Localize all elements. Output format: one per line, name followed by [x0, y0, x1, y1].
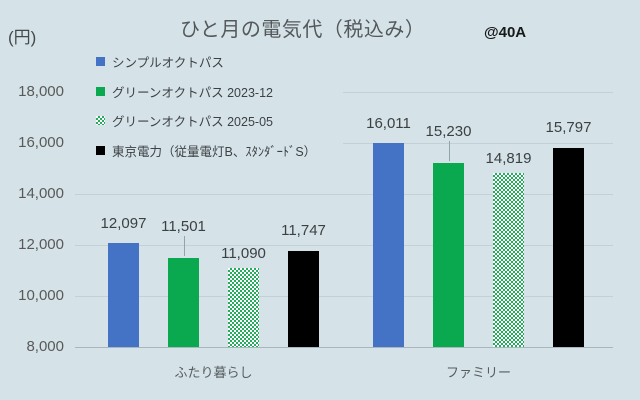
legend-item: グリーンオクトパス 2023-12 [96, 85, 316, 100]
legend-swatch-blue-icon [96, 57, 105, 66]
category-axis-label: ファミリー [445, 365, 511, 380]
data-label-leader-line [183, 235, 185, 256]
bar-data-label: 11,090 [221, 245, 266, 263]
gridline [75, 296, 613, 297]
legend-label: シンプルオクトパス [112, 56, 224, 70]
y-axis-tick-label: 14,000 [18, 185, 64, 202]
y-axis-tick-label: 10,000 [18, 287, 64, 304]
bar-data-label: 16,011 [366, 114, 411, 132]
bar-g1-s0 [373, 142, 404, 347]
legend-item: 東京電力（従量電灯B、ｽﾀﾝﾀﾞｰﾄﾞS） [96, 144, 317, 159]
legend-item: グリーンオクトパス 2025-05 [96, 114, 316, 129]
y-axis-tick-label: 8,000 [26, 338, 64, 355]
bar-data-label: 14,819 [485, 150, 532, 168]
legend-item: シンプルオクトパス [96, 55, 316, 70]
gridline [75, 194, 613, 195]
bar-g0-s0 [108, 242, 139, 347]
legend-swatch-black-icon [96, 145, 105, 155]
legend-label: グリーンオクトパス 2023-12 [112, 85, 273, 100]
legend-label: 東京電力（従量電灯B、ｽﾀﾝﾀﾞｰﾄﾞS） [112, 144, 317, 159]
legend-swatch-green-icon [96, 86, 105, 96]
gridline [343, 143, 613, 144]
bar-g0-s3 [288, 251, 319, 347]
legend: シンプルオクトパスグリーンオクトパス 2023-12 グリーンオクトパス 2025… [96, 55, 316, 173]
bar-data-label: 15,797 [545, 119, 592, 137]
bar-g1-s2 [493, 173, 524, 347]
data-label-leader-line [448, 140, 450, 161]
y-axis-tick-label: 12,000 [18, 236, 64, 253]
gridline [343, 92, 613, 93]
gridline [75, 245, 613, 246]
bar-g0-s1 [168, 257, 199, 347]
bar-data-label: 11,501 [161, 217, 206, 235]
bar-g0-s2 [228, 268, 259, 347]
legend-label: グリーンオクトパス 2025-05 [112, 115, 273, 129]
chart-title: ひと月の電気代（税込み） [180, 19, 426, 41]
bar-data-label: 12,097 [100, 214, 147, 232]
legend-swatch-pattern-icon [96, 116, 105, 125]
bar-data-label: 11,747 [281, 222, 326, 240]
y-axis-tick-label: 16,000 [18, 134, 64, 151]
x-axis-line [75, 347, 613, 348]
amperage-annotation: @40A [484, 24, 527, 41]
y-axis-tick-label: 18,000 [18, 83, 64, 100]
bar-data-label: 15,230 [425, 122, 472, 140]
bar-g1-s1 [433, 162, 464, 347]
bar-g1-s3 [553, 148, 584, 347]
y-axis-unit-label: (円) [8, 28, 37, 47]
category-axis-label: ふたり暮らし [174, 365, 253, 380]
